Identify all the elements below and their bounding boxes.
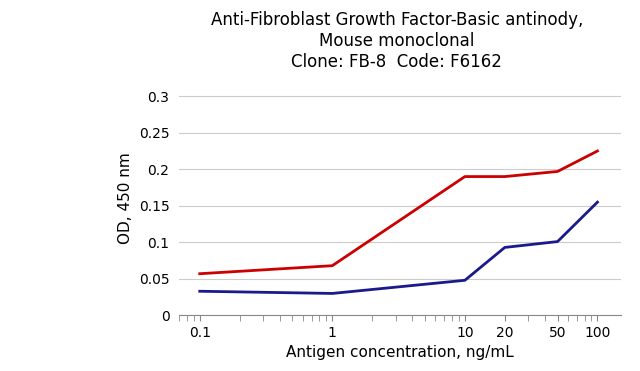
with
antibody: [196, 289, 204, 293]
with
antibody: [461, 278, 468, 283]
Line: without
antibody: without antibody: [200, 151, 598, 274]
without
antibody: [501, 174, 509, 179]
Text: Anti-Fibroblast Growth Factor-Basic antinody,
Mouse monoclonal
Clone: FB-8  Code: Anti-Fibroblast Growth Factor-Basic anti…: [211, 11, 583, 71]
with
antibody: [328, 291, 336, 296]
without
antibody: [461, 174, 468, 179]
with
antibody: [594, 200, 602, 204]
without
antibody: [328, 263, 336, 268]
without
antibody: [196, 272, 204, 276]
without
antibody: [594, 149, 602, 153]
with
antibody: [554, 239, 561, 244]
without
antibody: [554, 169, 561, 174]
X-axis label: Antigen concentration, ng/mL: Antigen concentration, ng/mL: [286, 345, 514, 360]
with
antibody: [501, 245, 509, 250]
Y-axis label: OD, 450 nm: OD, 450 nm: [118, 152, 133, 244]
Line: with
antibody: with antibody: [200, 202, 598, 293]
